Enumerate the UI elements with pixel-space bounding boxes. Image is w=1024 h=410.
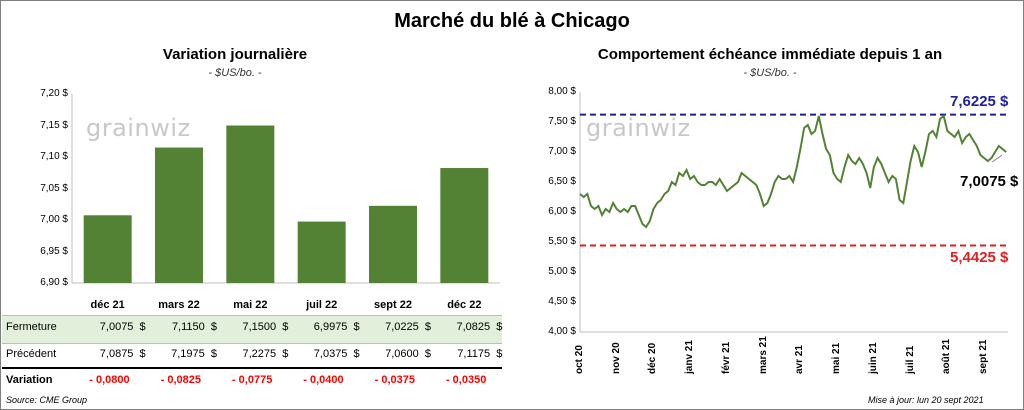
right-y-tick: 4,00 $	[548, 326, 576, 337]
left-x-category: déc 22	[447, 299, 482, 311]
bar-0	[83, 215, 132, 283]
low-value-label: 5,4425 $	[950, 249, 1009, 266]
left-x-category: déc 21	[90, 299, 125, 311]
right-y-tick: 7,50 $	[548, 116, 576, 127]
high-value-label: 7,6225 $	[950, 93, 1009, 110]
source-note: Source: CME Group	[6, 395, 88, 405]
right-x-tick: mars 21	[757, 336, 769, 374]
change-cell: - 0,0375	[374, 374, 415, 386]
bar-1	[155, 147, 203, 283]
close-row-label: Fermeture	[6, 321, 57, 333]
left-x-category: sept 22	[374, 299, 412, 311]
right-y-tick: 6,00 $	[548, 206, 576, 217]
last-value-leader	[991, 154, 1003, 163]
right-y-tick: 8,00 $	[548, 86, 576, 97]
close-cell: 6,9975 $	[313, 321, 360, 333]
left-x-category: juil 22	[306, 299, 338, 311]
close-cell: 7,0825 $	[456, 321, 503, 333]
left-y-tick: 7,20 $	[40, 88, 68, 99]
page-title: Marché du blé à Chicago	[394, 10, 630, 32]
left-y-tick: 7,00 $	[40, 214, 68, 225]
right-x-tick: févr 21	[720, 341, 732, 374]
change-cell: - 0,0825	[160, 374, 201, 386]
last-value-label: 7,0075 $	[960, 173, 1019, 190]
left-x-category: mars 22	[158, 299, 200, 311]
right-y-tick: 6,50 $	[548, 176, 576, 187]
update-note: Mise à jour: lun 20 sept 2021	[868, 395, 984, 405]
bar-5	[440, 168, 489, 283]
right-x-tick: déc 20	[647, 342, 659, 374]
right-y-tick: 7,00 $	[548, 146, 576, 157]
right-x-tick: janv 21	[684, 340, 696, 374]
right-y-tick: 4,50 $	[548, 296, 576, 307]
right-x-tick: mai 21	[831, 342, 843, 374]
close-cell: 7,0075 $	[99, 321, 146, 333]
previous-cell: 7,0600 $	[385, 348, 431, 360]
close-cell: 7,0225 $	[385, 321, 431, 333]
left-bar-chart	[71, 94, 500, 284]
left-y-tick: 6,90 $	[40, 277, 68, 288]
right-chart-title: Comportement échéance immédiate depuis 1…	[597, 46, 943, 63]
left-chart-unit: - $US/bo. -	[208, 67, 262, 79]
bar-4	[369, 205, 417, 283]
right-x-tick: août 21	[941, 338, 953, 374]
change-row-label: Variation	[6, 374, 53, 386]
price-line	[579, 114, 1007, 229]
left-chart-title: Variation journalière	[162, 46, 308, 63]
close-cell: 7,1500 $	[242, 321, 289, 333]
right-x-tick: nov 20	[610, 342, 622, 374]
right-y-tick: 5,50 $	[548, 236, 576, 247]
change-cell: - 0,0800	[89, 374, 130, 386]
previous-cell: 7,0875 $	[99, 348, 146, 360]
left-y-tick: 7,10 $	[40, 151, 68, 162]
left-x-category: mai 22	[233, 299, 268, 311]
previous-cell: 7,1975 $	[171, 348, 217, 360]
close-cell: 7,1150 $	[171, 321, 217, 333]
right-chart-unit: - $US/bo. -	[743, 67, 797, 79]
right-x-tick: juin 21	[867, 342, 879, 374]
right-watermark: grainwiz	[586, 114, 691, 142]
left-y-tick: 6,95 $	[40, 245, 68, 257]
right-x-tick: juil 21	[904, 345, 916, 374]
change-cell: - 0,0350	[445, 374, 487, 386]
previous-cell: 7,2275 $	[242, 348, 289, 360]
previous-row-label: Précédent	[6, 348, 57, 360]
right-x-tick: oct 20	[574, 345, 585, 374]
left-y-tick: 7,05 $	[40, 182, 68, 194]
bar-3	[297, 221, 346, 283]
right-x-tick: avr 21	[794, 345, 806, 374]
previous-cell: 7,0375 $	[313, 348, 360, 360]
left-y-tick: 7,15 $	[40, 119, 68, 131]
table-divider	[2, 367, 502, 369]
change-cell: - 0,0775	[231, 374, 273, 386]
change-cell: - 0,0400	[303, 374, 344, 386]
previous-cell: 7,1175 $	[457, 348, 503, 360]
close-row-background	[2, 315, 502, 344]
bar-2	[226, 125, 275, 283]
left-watermark: grainwiz	[86, 114, 191, 142]
right-x-tick: sept 21	[978, 339, 990, 374]
right-y-tick: 5,00 $	[548, 266, 576, 277]
